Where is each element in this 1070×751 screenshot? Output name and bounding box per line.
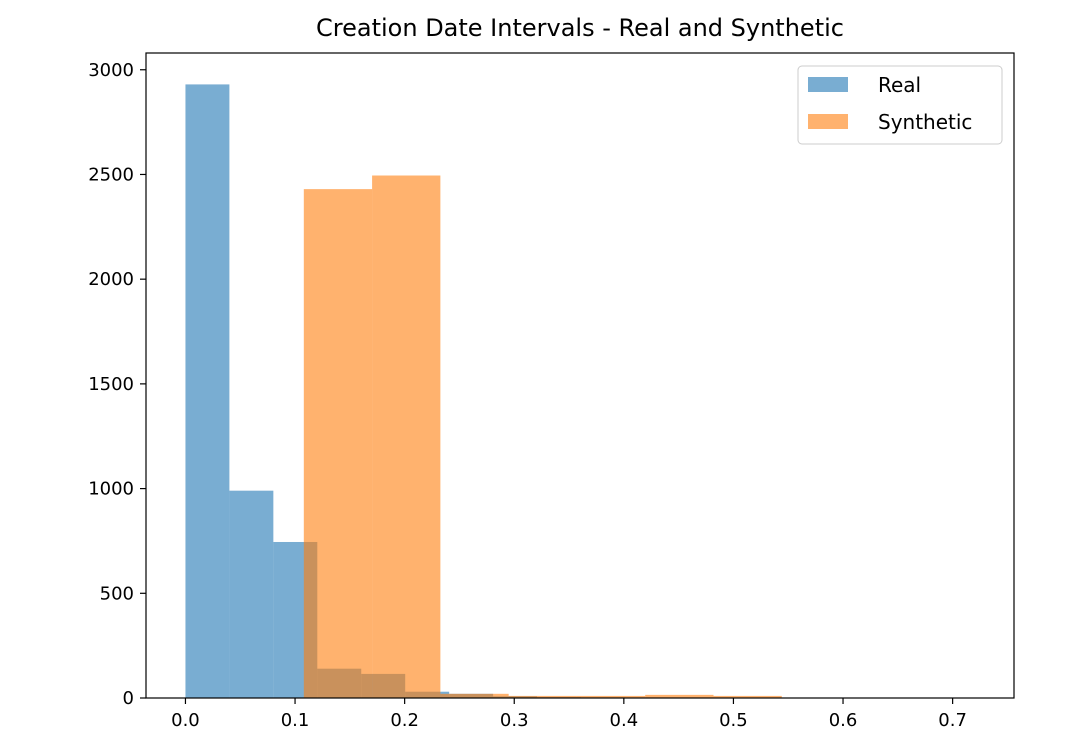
legend-label-real: Real — [878, 73, 921, 97]
synthetic-bar — [713, 695, 782, 698]
legend-label-synthetic: Synthetic — [878, 110, 972, 134]
y-tick-label: 0 — [123, 688, 134, 709]
x-tick-label: 0.3 — [500, 710, 529, 731]
x-tick-label: 0.4 — [610, 710, 639, 731]
synthetic-bar — [303, 189, 373, 699]
synthetic-bar — [372, 175, 441, 698]
y-tick-label: 1500 — [88, 374, 134, 395]
chart-title: Creation Date Intervals - Real and Synth… — [316, 14, 844, 42]
y-tick-label: 1000 — [88, 479, 134, 500]
legend-swatch-real — [808, 77, 848, 92]
real-bar — [185, 84, 230, 698]
y-tick-label: 500 — [100, 583, 134, 604]
x-tick-label: 0.7 — [938, 710, 967, 731]
legend-box — [797, 65, 1003, 145]
x-tick-label: 0.5 — [719, 710, 748, 731]
y-tick-label: 2500 — [88, 164, 134, 185]
legend: Real Synthetic — [797, 65, 1003, 145]
synthetic-bar — [576, 695, 646, 698]
x-tick-label: 0.1 — [281, 710, 310, 731]
axes-layer: 0.0 0.1 0.2 0.3 0.4 0.5 0.6 0.7 0 500 1000 1500 2000… — [88, 52, 1015, 731]
synthetic-bar — [440, 693, 509, 698]
x-tick-label: 0.0 — [171, 710, 200, 731]
synthetic-bar — [645, 694, 714, 698]
synthetic-bar — [508, 695, 577, 698]
x-tick-label: 0.2 — [390, 710, 419, 731]
plot-frame — [145, 52, 1015, 699]
bars-layer — [185, 84, 977, 699]
y-tick-label: 2000 — [88, 269, 134, 290]
legend-swatch-synthetic — [808, 114, 848, 129]
y-tick-label: 3000 — [88, 60, 134, 81]
x-tick-label: 0.6 — [829, 710, 858, 731]
real-bar — [229, 490, 274, 698]
